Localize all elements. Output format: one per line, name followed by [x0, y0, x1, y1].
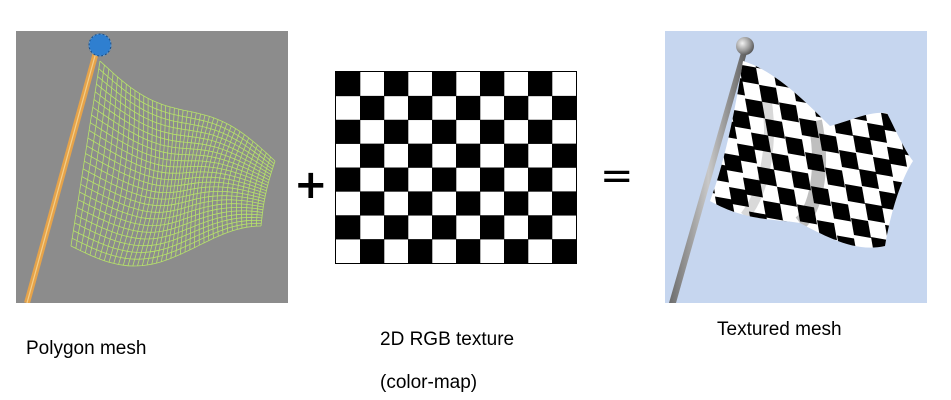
texture-caption: 2D RGB texture	[380, 329, 515, 350]
pole-top-ball	[736, 37, 754, 55]
checker-square	[432, 215, 457, 240]
equals-sign: =	[600, 153, 634, 199]
checker-square	[360, 143, 385, 168]
checker-square	[552, 95, 576, 121]
checker-square	[456, 143, 481, 168]
checker-square	[408, 143, 433, 168]
checker-square	[432, 119, 457, 144]
checkerboard-texture-image	[335, 71, 577, 264]
checker-square	[408, 95, 433, 121]
checker-square	[504, 191, 529, 216]
polygon-mesh-caption: Polygon mesh	[26, 338, 147, 359]
checker-square	[528, 72, 553, 97]
texture-subcaption: (color-map)	[380, 372, 478, 393]
checker-square	[336, 167, 361, 192]
checker-square	[336, 215, 361, 240]
checker-square	[408, 239, 433, 263]
checker-square	[360, 95, 385, 121]
checker-square	[432, 167, 457, 192]
checker-square	[336, 119, 361, 144]
checker-square	[480, 119, 505, 144]
textured-mesh-caption: Textured mesh	[717, 319, 842, 340]
checker-square	[552, 191, 576, 216]
plus-sign: +	[294, 162, 328, 208]
textured-mesh-image	[665, 31, 927, 303]
checker-square	[384, 167, 409, 192]
wireframe-flag-illustration	[24, 33, 276, 303]
checker-square	[336, 72, 361, 97]
checker-square	[360, 239, 385, 263]
checker-square	[528, 215, 553, 240]
checker-square	[480, 215, 505, 240]
checker-square	[504, 143, 529, 168]
checker-square	[384, 119, 409, 144]
checker-square	[552, 143, 576, 168]
checker-square	[528, 167, 553, 192]
checkered-flag-illustration	[669, 37, 913, 303]
checker-square	[456, 191, 481, 216]
checker-square	[432, 72, 457, 97]
checker-square	[504, 95, 529, 121]
checker-square	[408, 191, 433, 216]
checkered-flag	[710, 61, 913, 248]
checker-square	[552, 239, 576, 263]
polygon-mesh-image	[16, 31, 288, 303]
checker-square	[456, 239, 481, 263]
checker-square	[480, 167, 505, 192]
checker-square	[456, 95, 481, 121]
checker-square	[528, 119, 553, 144]
flag-pole	[669, 49, 748, 303]
checker-square	[504, 239, 529, 263]
wireframe-mesh	[70, 60, 276, 267]
checker-square	[480, 72, 505, 97]
checker-square	[360, 191, 385, 216]
checker-square	[384, 72, 409, 97]
checkerboard-pattern	[336, 72, 576, 263]
checker-square	[384, 215, 409, 240]
